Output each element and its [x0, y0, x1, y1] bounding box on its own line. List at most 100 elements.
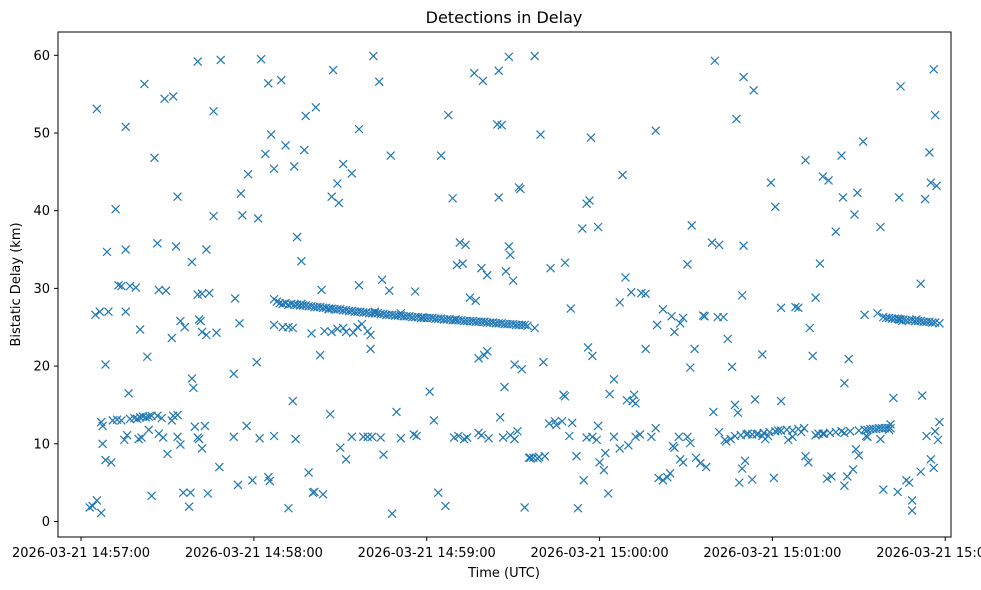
chart-title: Detections in Delay: [426, 8, 583, 27]
data-point: [266, 130, 276, 139]
data-point: [788, 426, 797, 435]
data-point: [269, 320, 279, 330]
data-point: [252, 357, 262, 367]
data-point: [678, 457, 688, 467]
data-point: [730, 400, 740, 410]
data-point: [670, 327, 679, 337]
data-point: [687, 221, 697, 230]
data-point: [474, 353, 483, 363]
data-point: [367, 432, 377, 442]
data-point: [160, 94, 170, 104]
data-point: [176, 316, 185, 326]
data-point: [933, 435, 943, 445]
data-point: [204, 288, 214, 298]
data-point: [838, 193, 848, 202]
data-point: [538, 357, 548, 367]
data-point: [587, 351, 597, 361]
data-point: [119, 435, 129, 445]
data-point: [384, 286, 394, 296]
data-point: [719, 312, 728, 322]
data-point: [540, 451, 550, 461]
data-point: [284, 503, 293, 513]
data-point: [471, 296, 481, 306]
data-point: [347, 432, 357, 442]
data-point: [811, 293, 821, 303]
data-point: [654, 473, 664, 483]
data-point: [358, 432, 368, 442]
data-point: [707, 238, 717, 247]
data-point: [309, 487, 319, 497]
data-point: [886, 419, 895, 429]
data-point: [106, 457, 116, 467]
data-point: [237, 210, 247, 220]
data-point: [253, 214, 263, 223]
data-point: [567, 418, 577, 428]
data-point: [557, 416, 567, 426]
data-point: [517, 364, 527, 374]
data-point: [477, 430, 486, 440]
data-point: [831, 227, 841, 237]
data-point: [907, 496, 917, 505]
x-tick-label: 2026-03-21 15:00:00: [531, 546, 669, 561]
data-point: [131, 283, 141, 293]
data-point: [354, 280, 364, 290]
data-point: [788, 432, 797, 442]
data-point: [141, 412, 151, 422]
data-point: [318, 489, 328, 499]
data-point: [904, 478, 914, 488]
data-point: [334, 198, 344, 208]
data-point: [196, 316, 206, 326]
data-point: [747, 475, 757, 484]
data-point: [137, 433, 146, 442]
data-point: [91, 310, 100, 320]
data-point: [505, 250, 515, 260]
data-point: [526, 453, 535, 463]
data-point: [685, 438, 695, 448]
data-point: [248, 475, 257, 485]
data-point: [121, 307, 131, 317]
data-point: [256, 54, 266, 64]
data-point: [317, 285, 327, 295]
data-point: [515, 184, 525, 194]
data-point: [513, 426, 522, 436]
data-point: [875, 434, 885, 444]
data-point: [504, 242, 514, 251]
data-point: [805, 323, 815, 333]
x-tick-label: 2026-03-21 15:01:00: [703, 546, 841, 561]
data-point: [731, 114, 741, 124]
data-point: [410, 287, 420, 296]
x-tick-label: 2026-03-21 14:59:00: [358, 546, 496, 561]
data-point: [726, 434, 736, 444]
data-point: [740, 456, 750, 466]
data-point: [188, 383, 198, 393]
data-point: [842, 471, 852, 481]
data-point: [307, 329, 316, 338]
data-point: [315, 350, 325, 360]
data-point: [851, 444, 861, 454]
data-point: [144, 412, 154, 422]
data-point: [243, 169, 253, 179]
data-point: [801, 155, 810, 165]
data-point: [615, 444, 625, 453]
y-tick-label: 20: [33, 360, 50, 375]
data-point: [888, 393, 898, 403]
data-point: [700, 311, 710, 321]
data-point: [134, 434, 144, 444]
data-point: [776, 396, 786, 406]
data-point: [369, 51, 378, 61]
data-point: [626, 287, 636, 297]
data-point: [848, 464, 858, 474]
data-point: [190, 422, 200, 432]
data-point: [665, 468, 675, 478]
data-point: [354, 124, 364, 134]
data-point: [111, 204, 121, 214]
data-point: [721, 437, 731, 446]
data-point: [260, 149, 270, 159]
data-point: [229, 369, 239, 379]
data-point: [269, 164, 279, 174]
data-point: [203, 489, 213, 498]
data-point: [682, 259, 692, 269]
data-point: [929, 64, 939, 74]
data-point: [924, 147, 934, 157]
